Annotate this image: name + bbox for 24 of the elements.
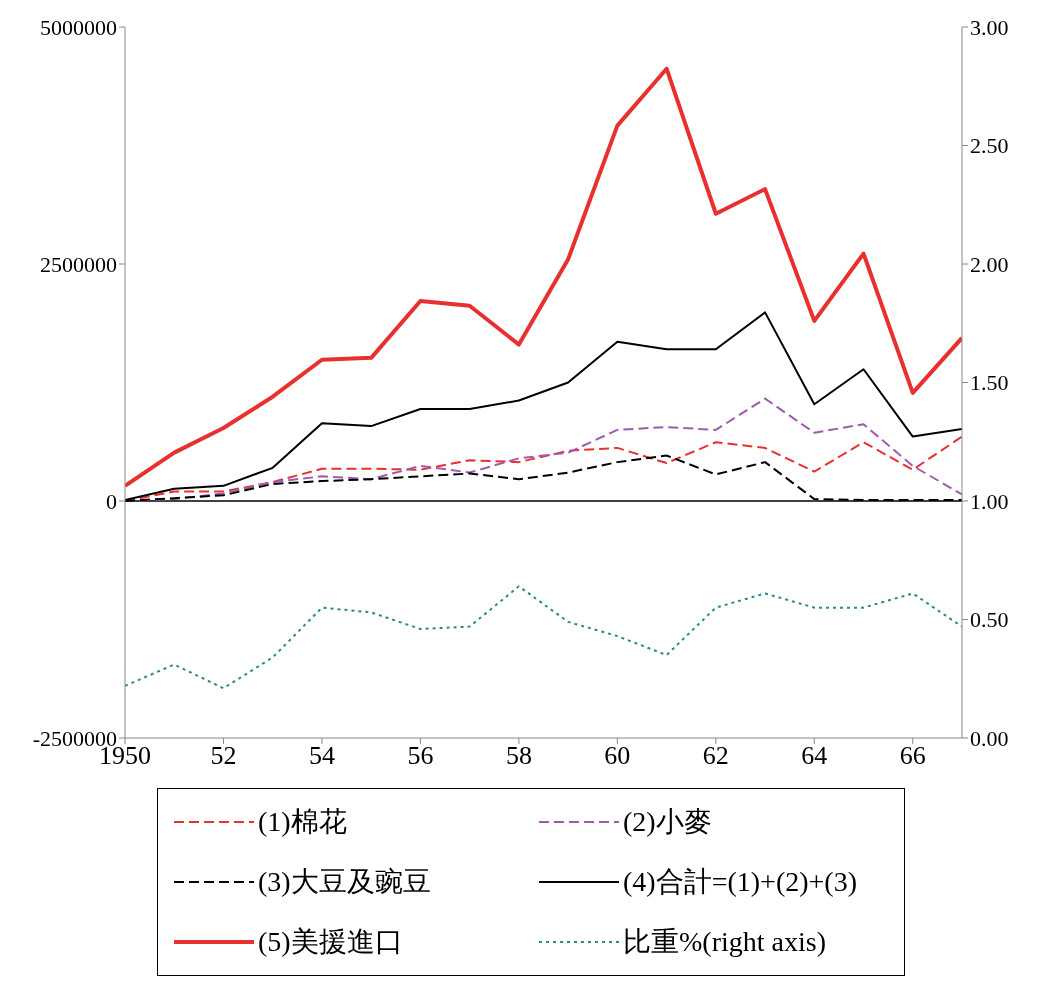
y2-tick-label: 0.50 (970, 607, 1009, 633)
x-tick-label: 52 (210, 741, 237, 771)
y-tick-label: 0 (106, 488, 117, 514)
legend-label: (5)美援進口 (258, 925, 403, 959)
x-tick-label: 64 (801, 741, 828, 771)
x-tick-label: 56 (407, 741, 434, 771)
y2-tick-label: 3.00 (970, 14, 1009, 40)
legend-label: (1)棉花 (258, 805, 347, 839)
x-tick-label: 66 (899, 741, 926, 771)
y-tick-label: 5000000 (40, 14, 117, 40)
legend-label: 比重%(right axis) (623, 925, 826, 959)
legend-label: (2)小麥 (623, 805, 712, 839)
y2-tick-label: 2.50 (970, 133, 1009, 159)
legend-label: (3)大豆及豌豆 (258, 865, 431, 899)
y2-tick-label: 2.00 (970, 251, 1009, 277)
y2-tick-label: 0.00 (970, 725, 1009, 751)
y-tick-label: 2500000 (40, 251, 117, 277)
legend-label: (4)合計=(1)+(2)+(3) (623, 865, 857, 899)
x-tick-label: 58 (505, 741, 532, 771)
x-tick-label: 62 (702, 741, 729, 771)
y2-tick-label: 1.50 (970, 370, 1009, 396)
y2-tick-label: 1.00 (970, 488, 1009, 514)
x-tick-label: 54 (308, 741, 335, 771)
x-tick-label: 60 (604, 741, 631, 771)
